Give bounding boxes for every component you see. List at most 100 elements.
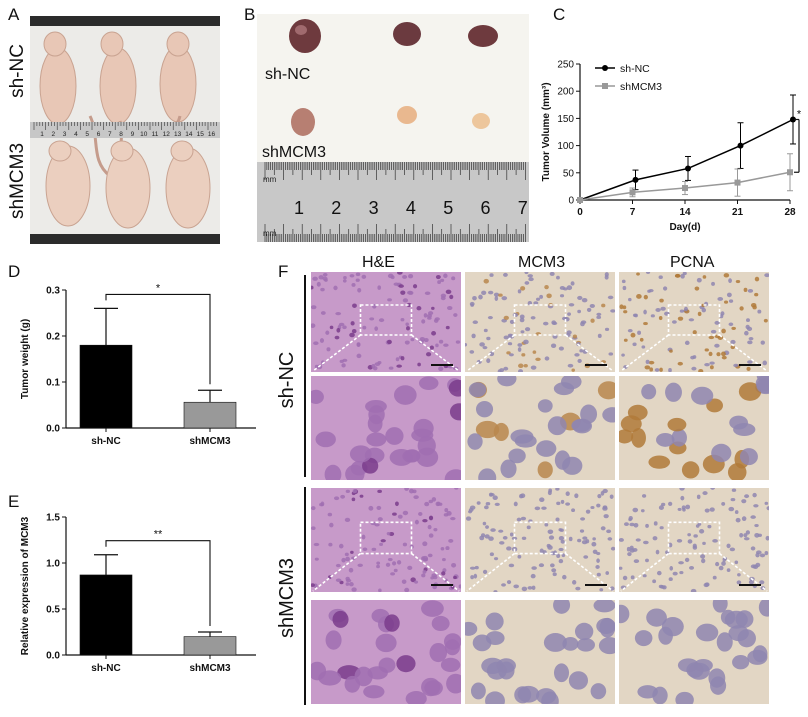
cell-nucleus [320, 287, 325, 292]
cell-nucleus [524, 272, 529, 275]
cell-nucleus [422, 541, 428, 547]
cell-nucleus [656, 432, 675, 447]
cell-nucleus [517, 289, 522, 294]
cell-nucleus [482, 569, 488, 575]
significance-marker: ** [154, 529, 163, 541]
cell-nucleus [658, 275, 663, 279]
cell-nucleus [553, 663, 570, 683]
cell-nucleus [743, 533, 748, 538]
cell-nucleus [320, 501, 325, 507]
cell-nucleus [633, 522, 639, 528]
ruler-number: 3 [369, 198, 379, 218]
cell-nucleus [467, 433, 483, 450]
cell-nucleus [744, 494, 750, 499]
cell-nucleus [492, 495, 498, 500]
cell-nucleus [509, 319, 515, 324]
ruler-a: 1 2 3 4 5 6 7 8 9 10 11 12 13 14 15 16 [33, 122, 217, 138]
micrograph-image [619, 600, 769, 704]
cell-nucleus [622, 305, 627, 310]
cell-nucleus [410, 577, 416, 583]
micrograph-he-1 [311, 376, 461, 480]
cell-nucleus [577, 358, 582, 364]
cell-nucleus [709, 361, 715, 365]
significance-bracket [105, 293, 211, 385]
cell-nucleus [629, 522, 635, 527]
column-header-mcm3: MCM3 [518, 254, 566, 271]
cell-nucleus [741, 499, 747, 504]
cell-nucleus [643, 309, 647, 315]
cell-nucleus [313, 542, 320, 547]
cell-nucleus [630, 575, 635, 580]
cell-nucleus [531, 585, 536, 590]
cell-nucleus [596, 315, 602, 319]
cell-nucleus [764, 273, 769, 278]
cell-nucleus [599, 617, 615, 638]
cell-nucleus [596, 312, 602, 317]
micrograph-pcna-3 [619, 600, 769, 704]
cell-nucleus [474, 565, 479, 570]
ruler-number: 4 [74, 131, 78, 138]
cell-nucleus [648, 360, 655, 365]
micrograph-image [619, 488, 769, 592]
cell-nucleus [607, 537, 613, 541]
cell-nucleus [562, 574, 567, 580]
cell-nucleus [762, 360, 768, 366]
data-point [577, 197, 583, 203]
cell-nucleus [318, 275, 324, 280]
data-point [787, 169, 793, 176]
cell-nucleus [714, 343, 720, 348]
cell-nucleus [327, 512, 333, 517]
cell-nucleus [445, 325, 450, 330]
cell-nucleus [476, 501, 481, 505]
y-tick-label: 0.5 [46, 605, 60, 616]
cell-nucleus [428, 499, 434, 504]
cell-nucleus [544, 356, 550, 361]
cell-nucleus [661, 502, 666, 507]
cell-nucleus [652, 536, 658, 541]
zoom-box [359, 304, 413, 336]
cell-nucleus [519, 317, 525, 323]
cell-nucleus [493, 422, 509, 442]
cell-nucleus [517, 343, 523, 347]
cell-nucleus [559, 286, 566, 290]
cell-nucleus [362, 325, 367, 330]
cell-nucleus [485, 525, 489, 529]
cell-nucleus [428, 515, 434, 521]
cell-nucleus [592, 549, 598, 555]
cell-nucleus [493, 590, 498, 592]
cell-nucleus [758, 600, 769, 617]
cell-nucleus [726, 568, 731, 573]
cell-nucleus [533, 301, 539, 305]
ruler-number: 9 [131, 131, 135, 138]
y-tick-label: 0.2 [46, 332, 60, 343]
cell-nucleus [534, 506, 541, 511]
cell-nucleus [446, 673, 461, 694]
cell-nucleus [316, 281, 321, 287]
scale-bar [431, 364, 453, 366]
cell-nucleus [556, 553, 561, 558]
cell-nucleus [684, 340, 690, 346]
cell-nucleus [571, 508, 576, 513]
cell-nucleus [435, 274, 441, 280]
ruler-number: 7 [108, 131, 112, 138]
tumor-illustration: 1 2 3 4 5 6 7 mm mm [257, 14, 529, 242]
cell-nucleus [559, 294, 565, 298]
cell-nucleus [348, 567, 354, 573]
cell-nucleus [726, 543, 731, 549]
x-tick-label: shMCM3 [189, 663, 231, 674]
cell-nucleus [690, 588, 697, 592]
cell-nucleus [567, 363, 574, 368]
cell-nucleus [387, 298, 392, 302]
cell-nucleus [585, 539, 590, 544]
cell-nucleus [441, 571, 446, 576]
cell-nucleus [541, 506, 547, 510]
cell-nucleus [622, 575, 628, 581]
cell-nucleus [520, 330, 525, 334]
micrograph-mcm3-1 [465, 376, 615, 480]
cell-nucleus [508, 448, 526, 464]
cell-nucleus [554, 450, 571, 470]
cell-nucleus [755, 562, 761, 568]
cell-nucleus [631, 427, 646, 448]
cell-nucleus [311, 526, 316, 530]
cell-nucleus [519, 494, 524, 499]
